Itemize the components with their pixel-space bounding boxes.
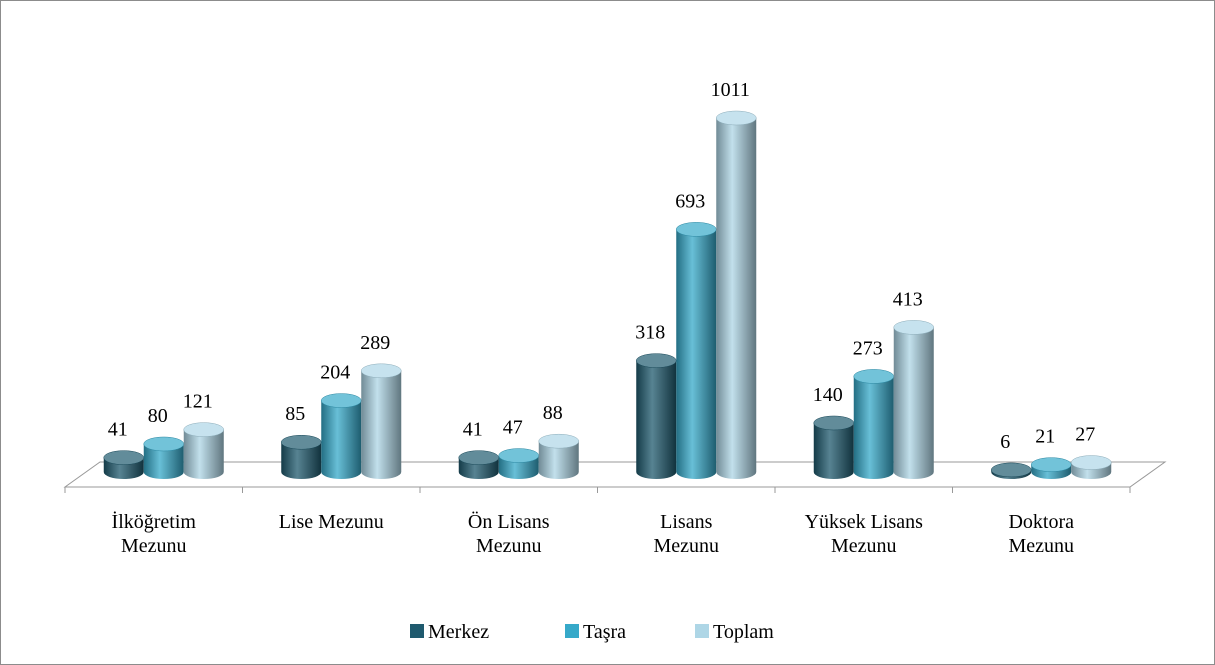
cylinder xyxy=(498,448,539,479)
cylinder-top xyxy=(183,422,224,437)
cylinder xyxy=(853,369,894,479)
data-label: 289 xyxy=(360,332,390,354)
data-label: 693 xyxy=(675,190,705,212)
x-tick-label: İlköğretim Mezunu xyxy=(111,511,196,557)
data-label: 140 xyxy=(813,384,843,406)
cylinder-body xyxy=(361,370,402,479)
legend-label: Merkez xyxy=(428,621,489,643)
x-tick-label: Yüksek Lisans Mezunu xyxy=(804,511,923,557)
cylinder-body xyxy=(183,429,224,479)
data-label: 6 xyxy=(1000,431,1010,453)
x-tick-label: Ön Lisans Mezunu xyxy=(467,511,550,557)
cylinder-top xyxy=(1031,457,1072,472)
data-label: 85 xyxy=(285,403,305,425)
cylinder xyxy=(103,450,144,479)
cylinder xyxy=(538,433,579,479)
data-label: 47 xyxy=(503,417,523,439)
data-label: 80 xyxy=(148,405,168,427)
cylinder-body xyxy=(321,400,362,479)
data-label: 21 xyxy=(1035,426,1055,448)
data-label: 88 xyxy=(543,402,563,424)
cylinder xyxy=(813,415,854,479)
cylinder xyxy=(893,320,934,479)
cylinder-top xyxy=(893,320,934,335)
x-tick-label: Lise Mezunu xyxy=(278,511,384,533)
cylinder-top xyxy=(538,433,579,449)
cylinder xyxy=(183,422,224,479)
cylinder-top xyxy=(636,353,677,368)
cylinder-body xyxy=(143,443,184,479)
data-label: 1011 xyxy=(711,79,750,101)
legend-label: Toplam xyxy=(713,621,774,643)
legend-swatch xyxy=(410,624,424,638)
cylinder-top xyxy=(813,415,854,431)
x-tick-label: Doktora Mezunu xyxy=(1008,511,1075,557)
data-label: 413 xyxy=(893,288,923,310)
data-label: 204 xyxy=(320,362,350,384)
cylinder xyxy=(361,363,402,479)
data-label: 41 xyxy=(463,419,483,441)
cylinder-top xyxy=(458,450,499,465)
cylinder-body xyxy=(676,229,717,479)
cylinder-top xyxy=(716,110,757,126)
legend-swatch xyxy=(695,624,709,638)
cylinder xyxy=(716,110,757,479)
cylinder xyxy=(991,462,1032,479)
cylinder-top xyxy=(281,434,322,450)
cylinder xyxy=(281,434,322,479)
cylinder-top xyxy=(143,436,184,452)
cylinder xyxy=(676,222,717,479)
cylinder-body xyxy=(538,441,579,479)
cylinder-top xyxy=(361,363,402,379)
cylinder-top xyxy=(321,393,362,408)
cylinder-body xyxy=(853,376,894,479)
data-label: 41 xyxy=(108,419,128,441)
cylinder-top xyxy=(103,450,144,465)
data-label: 273 xyxy=(853,337,883,359)
cylinder-body xyxy=(281,442,322,479)
cylinder xyxy=(321,393,362,479)
cylinder xyxy=(1071,455,1112,479)
cylinder xyxy=(636,353,677,479)
x-tick-label: Lisans Mezunu xyxy=(653,511,720,557)
data-label: 27 xyxy=(1075,424,1095,446)
cylinder xyxy=(143,436,184,479)
cylinder-top xyxy=(1071,455,1112,470)
legend-swatch xyxy=(565,624,579,638)
cylinder-body xyxy=(636,360,677,479)
cylinder-top xyxy=(498,448,539,463)
cylinder-body xyxy=(813,422,854,479)
data-label: 121 xyxy=(183,391,213,413)
cylinder-body xyxy=(716,118,757,479)
cylinder-top xyxy=(991,462,1032,478)
cylinder xyxy=(1031,457,1072,479)
legend-label: Taşra xyxy=(583,621,626,643)
cylinder-top xyxy=(676,222,717,237)
cylinder xyxy=(458,450,499,479)
cylinder-body xyxy=(893,327,934,479)
data-label: 318 xyxy=(635,322,665,344)
cylinder-top xyxy=(853,369,894,384)
